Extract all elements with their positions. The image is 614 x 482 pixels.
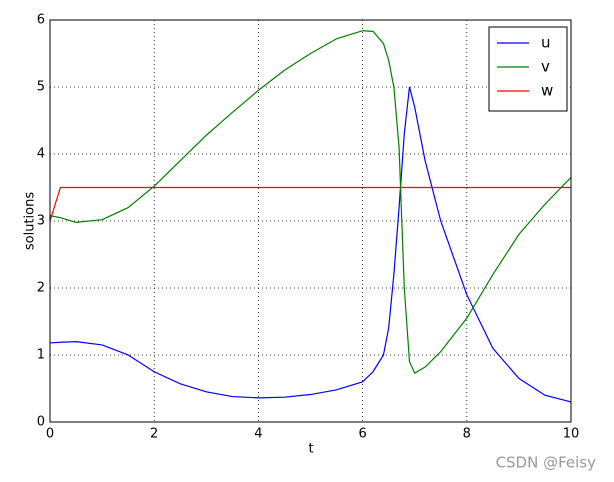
legend-label: w — [541, 82, 553, 100]
y-tick-label: 1 — [37, 348, 45, 363]
y-tick-label: 3 — [37, 214, 45, 229]
y-tick-label: 0 — [37, 415, 45, 430]
legend-box — [488, 26, 568, 112]
x-tick-label: 8 — [463, 427, 471, 442]
y-tick-label: 2 — [37, 281, 45, 296]
x-tick-label: 0 — [46, 427, 54, 442]
x-tick-label: 10 — [563, 427, 580, 442]
x-tick-label: 4 — [254, 427, 262, 442]
y-tick-label: 6 — [37, 13, 45, 28]
x-tick-label: 6 — [358, 427, 366, 442]
plot-frame — [49, 19, 572, 423]
watermark: CSDN @Feisy — [496, 454, 597, 472]
legend-label: u — [541, 34, 551, 52]
x-axis-label: t — [308, 442, 313, 457]
series-line — [49, 86, 572, 403]
series-line — [49, 30, 572, 374]
legend-label: v — [541, 58, 550, 76]
x-tick-label: 2 — [150, 427, 158, 442]
y-tick-label: 5 — [37, 80, 45, 95]
y-axis-label: solutions — [23, 192, 38, 250]
y-tick-label: 4 — [37, 147, 45, 162]
series-line — [49, 186, 571, 222]
